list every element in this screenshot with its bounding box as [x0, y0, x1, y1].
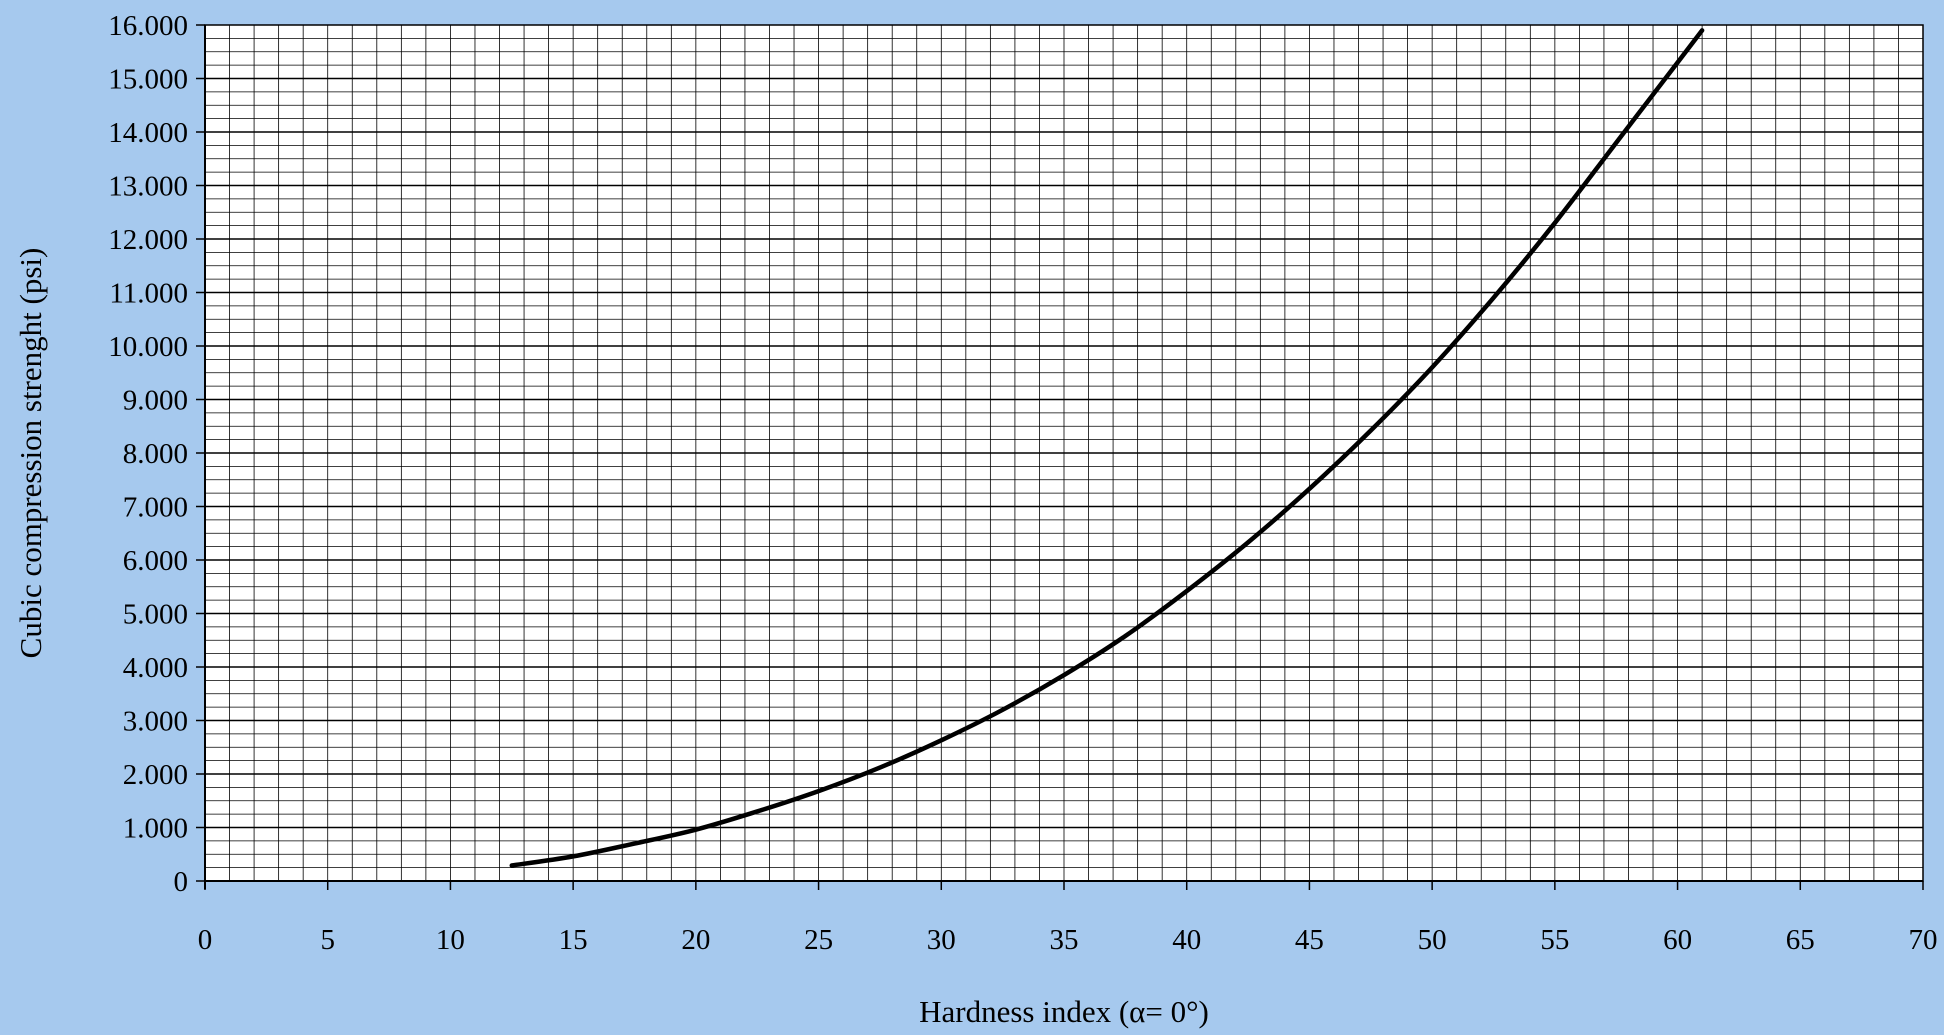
y-tick-label: 10.000: [108, 331, 188, 363]
x-tick-label: 70: [1909, 924, 1938, 956]
axes: [196, 24, 1924, 890]
x-tick-label: 0: [198, 924, 213, 956]
y-tick-label: 8.000: [123, 438, 188, 470]
y-tick-labels: 0 1.000 2.000 3.000 4.000 5.000 6.000 7.000 8.00…: [108, 10, 188, 898]
y-tick-label: 13.000: [108, 171, 188, 203]
x-tick-label: 45: [1295, 924, 1324, 956]
y-axis-title: Cubic compression strenght (psi): [13, 248, 48, 659]
x-tick-label: 15: [559, 924, 588, 956]
x-tick-label: 60: [1663, 924, 1692, 956]
y-tick-label: 4.000: [123, 652, 188, 684]
y-tick-label: 6.000: [123, 545, 188, 577]
y-tick-label: 14.000: [108, 117, 188, 149]
y-tick-label: 11.000: [109, 278, 188, 310]
y-tick-label: 15.000: [108, 64, 188, 96]
y-tick-label: 9.000: [123, 385, 188, 417]
x-tick-labels: 0 5 10 15 20 25 30 35 40 45 50 55 60 65 70: [198, 924, 1938, 956]
y-tick-label: 5.000: [123, 599, 188, 631]
x-tick-label: 10: [436, 924, 465, 956]
x-tick-label: 25: [804, 924, 833, 956]
x-tick-label: 40: [1172, 924, 1201, 956]
grid-major: [205, 77, 1923, 829]
y-tick-label: 2.000: [123, 759, 188, 791]
y-tick-label: 7.000: [123, 492, 188, 524]
x-tick-label: 50: [1418, 924, 1447, 956]
x-tick-label: 65: [1786, 924, 1815, 956]
series-line: [509, 28, 1705, 868]
x-tick-label: 20: [681, 924, 710, 956]
x-tick-label: 30: [927, 924, 956, 956]
y-tick-label: 3.000: [123, 706, 188, 738]
y-tick-label: 0: [174, 866, 189, 898]
x-tick-label: 5: [320, 924, 335, 956]
series-layer: [509, 28, 1705, 868]
y-tick-label: 12.000: [108, 224, 188, 256]
x-tick-label: 55: [1540, 924, 1569, 956]
y-tick-label: 16.000: [108, 10, 188, 42]
y-tick-label: 1.000: [123, 813, 188, 845]
x-tick-label: 35: [1050, 924, 1079, 956]
x-axis-title: Hardness index (α= 0°): [919, 994, 1209, 1029]
